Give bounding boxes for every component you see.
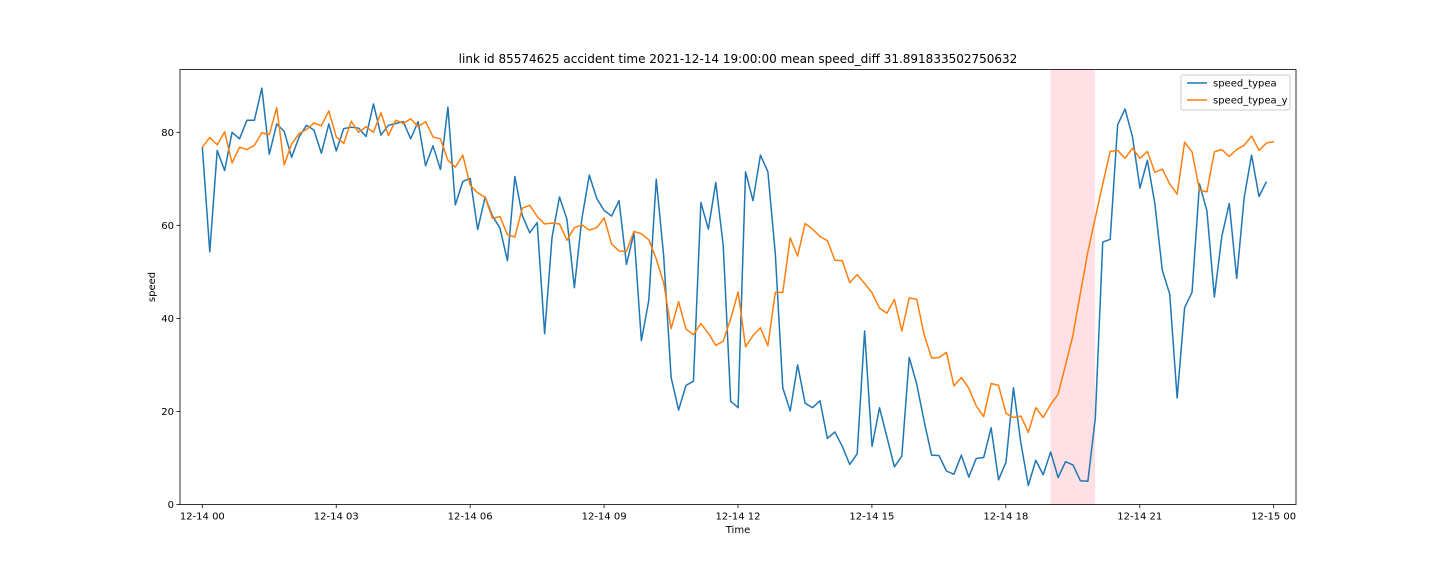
accident-highlight-span [1050,69,1096,505]
chart-title: link id 85574625 accident time 2021-12-1… [459,52,1018,66]
y-tick-label: 20 [161,407,174,418]
series-line-speed-typea-y [201,106,1275,434]
x-tick-label: 12-14 21 [1117,512,1162,523]
y-tick-label: 0 [168,500,174,511]
x-axis: 12-14 00 12-14 03 12-14 06 12-14 09 12-14 12… [180,504,1296,523]
plot-area [179,69,1297,505]
x-tick-label: 12-14 03 [314,512,359,523]
x-tick-label: 12-14 00 [180,512,225,523]
x-tick-label: 12-14 12 [716,512,761,523]
y-tick-label: 60 [161,221,174,232]
x-tick-label: 12-14 15 [849,512,894,523]
x-tick-label: 12-15 00 [1251,512,1296,523]
legend-box [1180,74,1291,111]
x-tick-label: 12-14 18 [983,512,1028,523]
legend-label-speed-typea: speed_typea [1213,79,1277,90]
y-tick-label: 80 [161,128,174,139]
y-axis: 0 20 40 60 80 [161,128,180,511]
x-tick-label: 12-14 09 [582,512,627,523]
x-tick-label: 12-14 06 [448,512,493,523]
x-axis-label: Time [725,525,750,536]
series-group [201,87,1275,487]
legend: speed_typea speed_typea_y [1180,74,1291,111]
y-axis-label: speed [147,272,158,302]
y-tick-label: 40 [161,314,174,325]
legend-label-speed-typea-y: speed_typea_y [1213,96,1288,107]
series-line-speed-typea [201,87,1268,487]
